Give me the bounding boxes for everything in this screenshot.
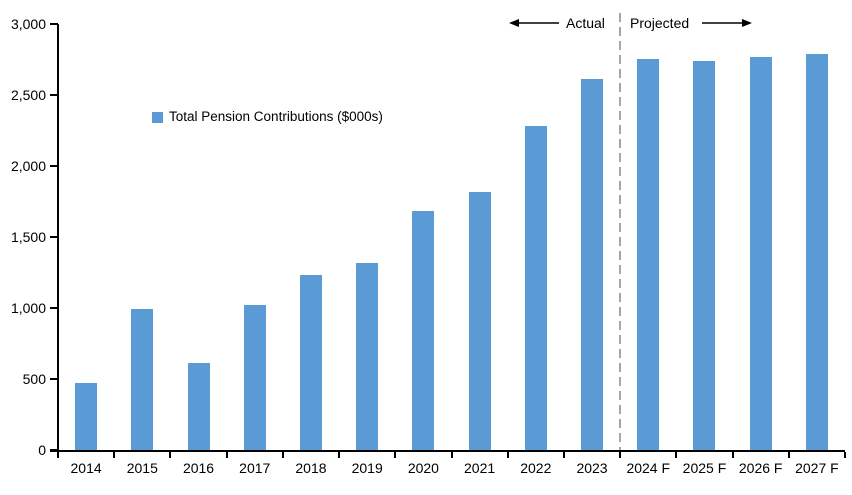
x-tick-label-2023: 2023 [576, 460, 608, 476]
plot-area [58, 24, 845, 450]
x-axis-tick [113, 452, 116, 458]
arrow-left-icon [509, 19, 559, 27]
x-tick-label-2025-f: 2025 F [682, 460, 727, 476]
y-axis-tick [50, 23, 58, 25]
x-axis-line [50, 450, 845, 452]
y-tick-label: 500 [22, 371, 46, 387]
y-axis-line [57, 24, 59, 452]
x-axis-tick [506, 452, 509, 458]
x-tick-label-2021: 2021 [464, 460, 496, 476]
x-tick-label-2017: 2017 [239, 460, 271, 476]
x-axis-tick [281, 452, 284, 458]
x-axis-tick [57, 452, 59, 458]
x-tick-label-2027-f: 2027 F [795, 460, 839, 476]
y-tick-label: 2,000 [10, 158, 46, 174]
actual-annotation-label: Actual [566, 15, 605, 31]
y-tick-label: 1,000 [10, 300, 46, 316]
x-axis-tick [787, 452, 790, 458]
bar-2024-f [637, 59, 660, 450]
projected-annotation-label: Projected [630, 15, 690, 31]
y-tick-label: 3,000 [10, 16, 46, 32]
x-tick-label-2020: 2020 [407, 460, 439, 476]
x-tick-label-2015: 2015 [126, 460, 158, 476]
bar-2022 [524, 126, 547, 450]
arrow-right-icon [702, 19, 752, 27]
y-axis-tick [50, 307, 58, 309]
x-tick-label-2016: 2016 [182, 460, 215, 476]
x-axis-tick [844, 452, 846, 458]
x-axis-tick [394, 452, 397, 458]
x-axis-tick [169, 452, 172, 458]
bar-2015 [131, 309, 154, 450]
y-axis-tick [50, 449, 58, 451]
bar-2027-f [805, 54, 828, 450]
y-axis-tick [50, 378, 58, 380]
y-axis-tick [50, 165, 58, 167]
x-axis-tick [731, 452, 734, 458]
x-axis-tick [338, 452, 341, 458]
bar-2018 [299, 275, 322, 450]
bar-2026-f [749, 57, 772, 450]
x-tick-label-2018: 2018 [295, 460, 327, 476]
bar-2020 [412, 211, 435, 450]
bar-2019 [356, 263, 379, 450]
x-tick-label-2024-f: 2024 F [626, 460, 671, 476]
legend: Total Pension Contributions ($000s) [152, 109, 383, 125]
bar-2014 [75, 383, 98, 450]
y-axis-tick [50, 94, 58, 96]
x-axis-tick [450, 452, 453, 458]
bar-2016 [187, 363, 210, 450]
x-axis-tick [562, 452, 565, 458]
y-tick-label: 2,500 [10, 87, 46, 103]
y-tick-label: 0 [38, 442, 46, 458]
x-tick-label-2026-f: 2026 F [738, 460, 783, 476]
x-axis-tick [619, 452, 622, 458]
x-tick-label-2019: 2019 [351, 460, 383, 476]
bar-2023 [581, 79, 604, 450]
legend-marker-icon [152, 111, 163, 123]
bar-2025-f [693, 61, 716, 450]
x-tick-label-2022: 2022 [520, 460, 552, 476]
y-axis-tick [50, 236, 58, 238]
x-axis-tick [675, 452, 678, 458]
y-tick-label: 1,500 [10, 229, 46, 245]
bar-2017 [243, 305, 266, 450]
x-axis-tick [225, 452, 228, 458]
bar-2021 [468, 192, 491, 450]
projection-divider-line [619, 13, 621, 450]
x-tick-label-2014: 2014 [70, 460, 102, 476]
legend-label: Total Pension Contributions ($000s) [169, 109, 383, 124]
